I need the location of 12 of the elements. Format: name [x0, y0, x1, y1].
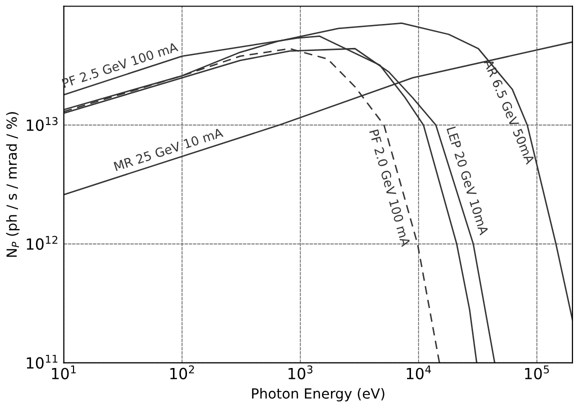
- y-tick-label: 10$^{13}$: [26, 117, 58, 132]
- y-tick-label: 10$^{12}$: [26, 236, 58, 250]
- y-axis-title: N$_{P}$ (ph / s / mrad / %): [6, 112, 20, 257]
- text: PF 2.5 GeV 100 mA: [62, 42, 178, 88]
- x-tick-label: 10$^{4}$: [406, 366, 431, 380]
- text: LEP 20 GeV 10mA: [446, 126, 489, 236]
- x-tick-label: 10$^{5}$: [525, 366, 549, 380]
- x-tick-label: 10$^{3}$: [288, 365, 312, 380]
- text: PF 2.0 GeV 100 mA: [369, 129, 411, 248]
- text: MR 25 GeV 10 mA: [114, 128, 224, 172]
- x-tick-label: 10$^{2}$: [170, 365, 194, 380]
- x-axis-title: Photon Energy (eV): [252, 388, 384, 402]
